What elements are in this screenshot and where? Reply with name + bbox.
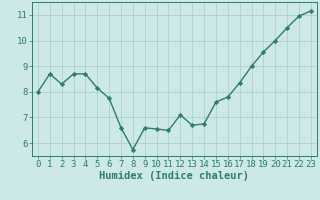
X-axis label: Humidex (Indice chaleur): Humidex (Indice chaleur) — [100, 171, 249, 181]
